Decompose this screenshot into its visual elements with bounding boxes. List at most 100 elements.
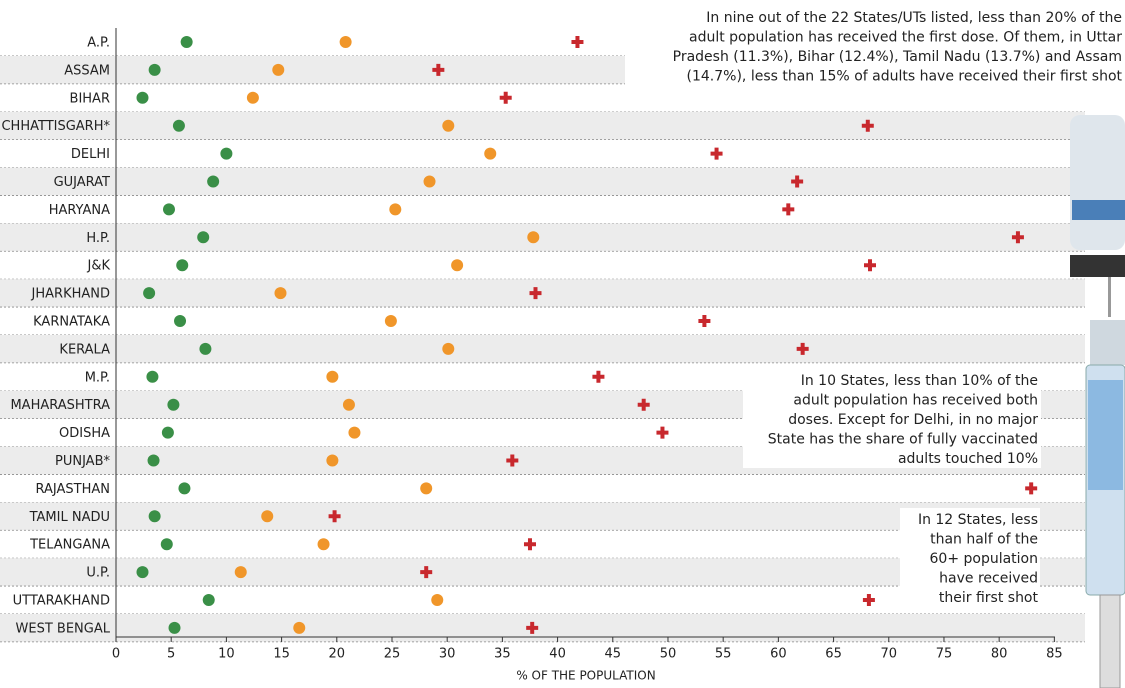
row-band xyxy=(0,614,1085,642)
y-tick-label: DELHI xyxy=(71,147,110,162)
dot-marker xyxy=(442,120,454,132)
y-tick-label: KERALA xyxy=(59,342,110,357)
x-tick-label: 40 xyxy=(549,647,566,662)
dot-marker xyxy=(348,427,360,439)
syringe-top xyxy=(1090,320,1125,365)
dot-marker xyxy=(326,371,338,383)
dot-marker xyxy=(442,343,454,355)
annotation: adult population has received both xyxy=(793,393,1038,409)
dot-marker xyxy=(451,259,463,271)
cross-marker xyxy=(524,538,536,550)
annotation: Pradesh (11.3%), Bihar (12.4%), Tamil Na… xyxy=(673,49,1122,65)
annotation: than half of the xyxy=(930,532,1038,548)
y-tick-label: UTTARAKHAND xyxy=(13,594,110,609)
x-tick-label: 15 xyxy=(273,647,290,662)
dot-marker xyxy=(389,203,401,215)
x-tick-label: 35 xyxy=(494,647,511,662)
dot-marker xyxy=(136,566,148,578)
dot-marker xyxy=(169,622,181,634)
row-band xyxy=(0,168,1085,196)
cross-marker xyxy=(592,371,604,383)
dot-marker xyxy=(136,92,148,104)
cross-marker xyxy=(500,92,512,104)
cross-marker xyxy=(711,148,723,160)
y-tick-label: H.P. xyxy=(86,231,110,246)
needle xyxy=(1108,277,1111,317)
dot-marker xyxy=(247,92,259,104)
dot-marker xyxy=(326,455,338,467)
y-tick-label: CHHATTISGARH* xyxy=(1,119,110,134)
dot-marker xyxy=(176,259,188,271)
annotation: their first shot xyxy=(939,590,1039,606)
x-tick-label: 80 xyxy=(991,647,1008,662)
y-tick-label: TAMIL NADU xyxy=(29,510,110,525)
annotation: doses. Except for Delhi, in no major xyxy=(788,412,1038,428)
cross-marker xyxy=(782,203,794,215)
dot-marker xyxy=(293,622,305,634)
row-band xyxy=(0,335,1085,363)
y-tick-label: TELANGANA xyxy=(29,538,110,553)
vial-cap xyxy=(1070,255,1125,277)
vial xyxy=(1070,115,1125,250)
dot-marker xyxy=(148,455,160,467)
cross-marker xyxy=(863,594,875,606)
y-tick-label: U.P. xyxy=(86,566,110,581)
y-tick-label: GUJARAT xyxy=(54,175,110,190)
cross-marker xyxy=(1025,482,1037,494)
cross-marker xyxy=(698,315,710,327)
dot-marker xyxy=(527,231,539,243)
cross-marker xyxy=(864,259,876,271)
annotation: State has the share of fully vaccinated xyxy=(768,432,1038,448)
dot-marker xyxy=(161,538,173,550)
x-tick-label: 55 xyxy=(715,647,732,662)
annotation: (14.7%), less than 15% of adults have re… xyxy=(687,69,1123,85)
dot-marker xyxy=(385,315,397,327)
dot-marker xyxy=(149,510,161,522)
dot-marker xyxy=(149,64,161,76)
annotation: adult population has received the first … xyxy=(689,30,1122,46)
syringe-liquid xyxy=(1088,380,1123,490)
dot-marker xyxy=(203,594,215,606)
chart: % OF THE POPULATION A.P. ASSAM BIHAR CHHATT… xyxy=(0,0,1125,688)
dot-marker xyxy=(181,36,193,48)
y-tick-label: MAHARASHTRA xyxy=(10,398,110,413)
dot-marker xyxy=(167,399,179,411)
dot-marker xyxy=(431,594,443,606)
x-tick-label: 65 xyxy=(825,647,842,662)
row-band xyxy=(0,112,1085,140)
dot-marker xyxy=(163,203,175,215)
dot-marker xyxy=(173,120,185,132)
dot-marker xyxy=(162,427,174,439)
y-tick-label: BIHAR xyxy=(70,91,110,106)
dot-marker xyxy=(484,148,496,160)
y-tick-label: A.P. xyxy=(87,36,110,51)
y-tick-label: M.P. xyxy=(85,370,110,385)
dot-marker xyxy=(272,64,284,76)
vial-band xyxy=(1072,200,1125,220)
y-tick-label: JHARKHAND xyxy=(31,287,110,302)
y-tick-label: ASSAM xyxy=(64,63,110,78)
dot-marker xyxy=(143,287,155,299)
cross-marker xyxy=(656,427,668,439)
x-tick-label: 20 xyxy=(329,647,346,662)
x-tick-label: 75 xyxy=(936,647,953,662)
dot-marker xyxy=(197,231,209,243)
dot-marker xyxy=(318,538,330,550)
x-axis-title: % OF THE POPULATION xyxy=(516,669,655,683)
y-tick-label: J&K xyxy=(87,259,111,274)
x-tick-label: 0 xyxy=(112,647,120,662)
y-tick-label: ODISHA xyxy=(59,426,110,441)
x-tick-label: 5 xyxy=(167,647,175,662)
x-tick-label: 70 xyxy=(880,647,897,662)
row-band xyxy=(0,279,1085,307)
annotation: 60+ population xyxy=(930,551,1039,567)
x-tick-label: 60 xyxy=(770,647,787,662)
dot-marker xyxy=(340,36,352,48)
dot-marker xyxy=(343,399,355,411)
dot-marker xyxy=(235,566,247,578)
dot-marker xyxy=(274,287,286,299)
dot-marker xyxy=(220,148,232,160)
row-band xyxy=(0,223,1085,251)
annotation: In 12 States, less xyxy=(918,512,1038,528)
x-tick-label: 85 xyxy=(1046,647,1063,662)
